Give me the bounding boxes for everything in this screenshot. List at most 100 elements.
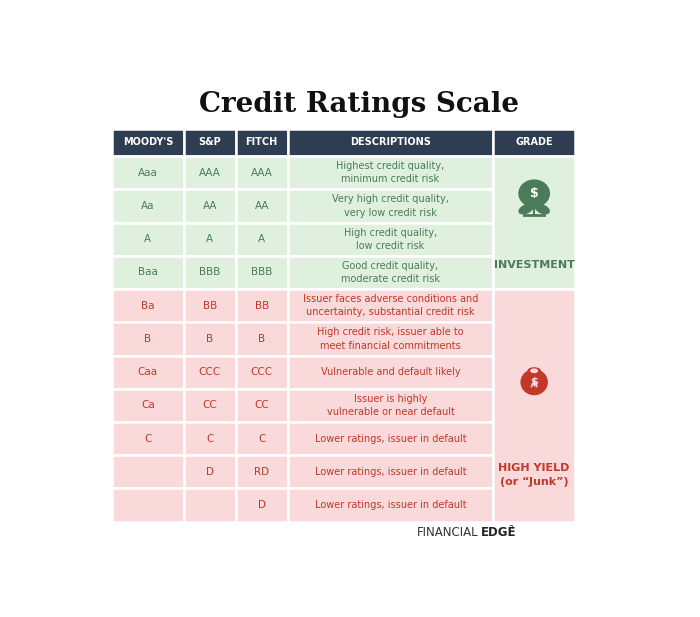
Text: GRADE: GRADE: [515, 138, 553, 147]
Text: B: B: [144, 334, 151, 344]
Bar: [112, 223, 183, 256]
Text: FITCH: FITCH: [246, 138, 278, 147]
Text: CC: CC: [254, 400, 269, 410]
Bar: [494, 156, 575, 289]
Text: Vulnerable and default likely: Vulnerable and default likely: [321, 367, 461, 377]
Bar: [288, 355, 494, 389]
Text: AA: AA: [255, 201, 269, 211]
Bar: [288, 322, 494, 355]
Text: Credit Ratings Scale: Credit Ratings Scale: [199, 91, 519, 118]
Ellipse shape: [531, 369, 538, 373]
Text: Very high credit quality,
very low credit risk: Very high credit quality, very low credi…: [332, 194, 449, 218]
Bar: [183, 422, 236, 455]
Text: A: A: [206, 234, 214, 244]
Text: Issuer is highly
vulnerable or near default: Issuer is highly vulnerable or near defa…: [327, 394, 454, 417]
Bar: [236, 389, 288, 422]
Text: Ba: Ba: [141, 300, 155, 311]
Bar: [236, 489, 288, 521]
Text: Aa: Aa: [141, 201, 155, 211]
Text: Good credit quality,
moderate credit risk: Good credit quality, moderate credit ris…: [341, 261, 440, 284]
Text: DESCRIPTIONS: DESCRIPTIONS: [350, 138, 431, 147]
Bar: [112, 455, 183, 489]
Bar: [236, 189, 288, 223]
Text: D: D: [258, 500, 266, 510]
Bar: [288, 156, 494, 189]
Bar: [236, 455, 288, 489]
Bar: [494, 129, 575, 156]
Text: Highest credit quality,
minimum credit risk: Highest credit quality, minimum credit r…: [337, 161, 444, 184]
Text: CCC: CCC: [251, 367, 273, 377]
Bar: [183, 156, 236, 189]
Bar: [183, 322, 236, 355]
Text: C: C: [144, 434, 151, 444]
Bar: [236, 156, 288, 189]
Bar: [288, 256, 494, 289]
Text: AAA: AAA: [251, 168, 273, 178]
Text: Lower ratings, issuer in default: Lower ratings, issuer in default: [315, 466, 466, 477]
Ellipse shape: [519, 204, 533, 213]
Circle shape: [519, 180, 550, 207]
Text: $: $: [531, 377, 538, 387]
Text: Baa: Baa: [138, 268, 158, 278]
Bar: [112, 489, 183, 521]
Text: RD: RD: [254, 466, 270, 477]
Bar: [236, 422, 288, 455]
Bar: [112, 389, 183, 422]
Text: $: $: [530, 187, 538, 200]
Text: C: C: [206, 434, 214, 444]
Bar: [288, 289, 494, 322]
Text: HIGH YIELD
(or “Junk”): HIGH YIELD (or “Junk”): [498, 463, 570, 487]
Text: B: B: [258, 334, 265, 344]
Bar: [183, 256, 236, 289]
Bar: [183, 289, 236, 322]
Bar: [112, 289, 183, 322]
Text: Lower ratings, issuer in default: Lower ratings, issuer in default: [315, 434, 466, 444]
Text: Lower ratings, issuer in default: Lower ratings, issuer in default: [315, 500, 466, 510]
Bar: [236, 223, 288, 256]
Text: MOODY'S: MOODY'S: [122, 138, 173, 147]
Text: INVESTMENT: INVESTMENT: [494, 260, 575, 270]
Bar: [288, 455, 494, 489]
Ellipse shape: [536, 204, 550, 213]
Bar: [183, 389, 236, 422]
Text: AA: AA: [202, 201, 217, 211]
Text: D: D: [206, 466, 214, 477]
Text: High credit risk, issuer able to
meet financial commitments: High credit risk, issuer able to meet fi…: [317, 327, 464, 350]
Text: A: A: [258, 234, 265, 244]
Bar: [288, 489, 494, 521]
Bar: [112, 129, 183, 156]
Text: A: A: [144, 234, 151, 244]
Bar: [236, 289, 288, 322]
Text: B: B: [206, 334, 214, 344]
Text: CC: CC: [202, 400, 217, 410]
Ellipse shape: [528, 368, 540, 374]
Bar: [288, 422, 494, 455]
Bar: [288, 129, 494, 156]
Bar: [183, 355, 236, 389]
Text: BB: BB: [255, 300, 269, 311]
Text: BB: BB: [202, 300, 217, 311]
Text: ⌝: ⌝: [508, 525, 512, 535]
Bar: [183, 223, 236, 256]
Text: AAA: AAA: [199, 168, 220, 178]
Text: S&P: S&P: [198, 138, 221, 147]
Bar: [112, 422, 183, 455]
Bar: [183, 455, 236, 489]
Bar: [288, 389, 494, 422]
Text: Ca: Ca: [141, 400, 155, 410]
Bar: [112, 256, 183, 289]
Text: C: C: [258, 434, 265, 444]
Text: CCC: CCC: [199, 367, 220, 377]
Text: High credit quality,
low credit risk: High credit quality, low credit risk: [344, 228, 437, 251]
Text: Aaa: Aaa: [138, 168, 158, 178]
Bar: [112, 189, 183, 223]
Bar: [236, 256, 288, 289]
Text: Caa: Caa: [138, 367, 158, 377]
Ellipse shape: [521, 370, 547, 394]
Bar: [288, 189, 494, 223]
Text: FINANCIAL: FINANCIAL: [416, 526, 478, 539]
Bar: [112, 156, 183, 189]
Bar: [288, 223, 494, 256]
Bar: [494, 289, 575, 521]
Bar: [183, 489, 236, 521]
